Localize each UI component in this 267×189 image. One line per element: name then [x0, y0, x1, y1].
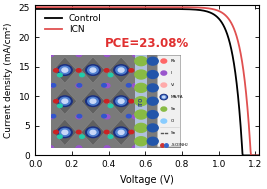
Control — [167, 8, 170, 10]
Control — [33, 8, 37, 10]
ICN — [33, 6, 37, 8]
Control — [155, 8, 158, 10]
ICN — [249, 154, 253, 156]
Control — [241, 154, 245, 156]
ICN — [257, 154, 261, 156]
Control — [141, 8, 144, 10]
Control — [217, 17, 220, 20]
X-axis label: Voltage (V): Voltage (V) — [120, 175, 174, 185]
ICN — [167, 6, 170, 8]
Control — [257, 154, 261, 156]
Legend: Control, ICN: Control, ICN — [42, 11, 105, 38]
Line: Control: Control — [35, 9, 259, 155]
ICN — [217, 10, 220, 12]
Y-axis label: Current density (mA/cm²): Current density (mA/cm²) — [4, 22, 13, 138]
ICN — [140, 6, 143, 8]
Control — [253, 154, 256, 156]
Line: ICN: ICN — [35, 7, 259, 155]
ICN — [141, 6, 144, 8]
Control — [140, 8, 143, 10]
ICN — [253, 154, 256, 156]
ICN — [155, 6, 158, 8]
Text: PCE=23.08%: PCE=23.08% — [105, 37, 189, 50]
